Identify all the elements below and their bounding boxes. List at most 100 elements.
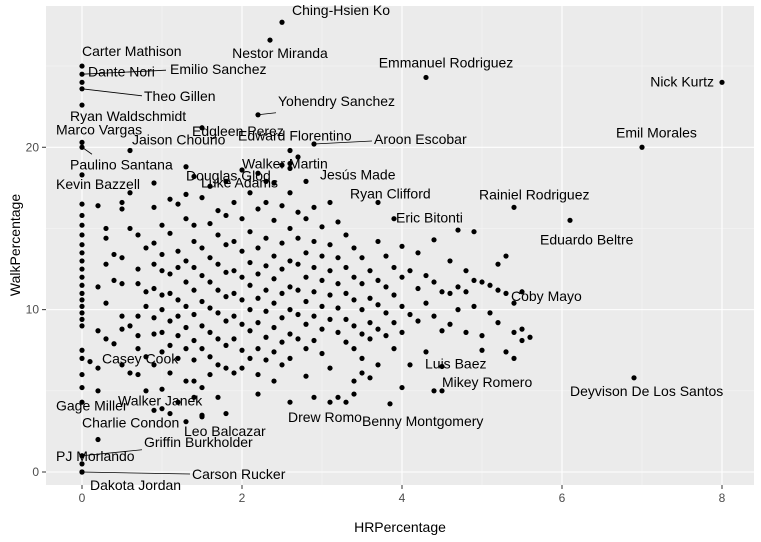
data-point bbox=[375, 277, 381, 284]
data-point bbox=[415, 318, 421, 324]
data-point bbox=[215, 207, 221, 214]
data-point bbox=[247, 282, 253, 288]
data-point bbox=[279, 240, 285, 246]
data-point bbox=[327, 399, 333, 405]
x-tick-label: 6 bbox=[559, 491, 566, 505]
data-point bbox=[271, 324, 277, 331]
point-label: Ryan Waldschmidt bbox=[70, 108, 186, 124]
data-point bbox=[231, 313, 237, 319]
data-point bbox=[135, 371, 141, 378]
labeled-data-point bbox=[79, 172, 85, 178]
data-point bbox=[79, 282, 85, 288]
point-label: Marco Vargas bbox=[56, 121, 142, 137]
labeled-data-point bbox=[79, 144, 85, 150]
data-point bbox=[79, 290, 85, 296]
data-point bbox=[175, 313, 181, 319]
data-point bbox=[191, 287, 197, 293]
data-point bbox=[247, 355, 253, 361]
data-point bbox=[431, 313, 437, 319]
data-point bbox=[335, 219, 341, 225]
data-point bbox=[295, 311, 301, 318]
data-point bbox=[239, 297, 245, 303]
data-point bbox=[271, 217, 277, 223]
data-point bbox=[351, 274, 357, 280]
data-point bbox=[287, 331, 293, 337]
data-point bbox=[151, 362, 157, 368]
data-point bbox=[175, 297, 181, 303]
data-point bbox=[295, 235, 301, 241]
point-label: Ryan Clifford bbox=[350, 185, 431, 201]
data-point bbox=[231, 268, 237, 274]
data-point bbox=[215, 232, 221, 238]
data-point bbox=[143, 289, 149, 295]
data-point bbox=[239, 216, 245, 222]
labeled-data-point bbox=[79, 453, 85, 459]
data-point bbox=[455, 227, 461, 233]
data-point bbox=[223, 342, 229, 348]
data-point bbox=[279, 290, 285, 296]
data-point bbox=[183, 303, 189, 309]
data-point bbox=[271, 253, 277, 259]
data-point bbox=[215, 362, 221, 368]
labeled-data-point bbox=[79, 63, 85, 69]
data-point bbox=[223, 318, 229, 324]
point-label: Emilio Sanchez bbox=[170, 61, 267, 77]
data-point bbox=[151, 261, 157, 267]
data-point bbox=[447, 290, 453, 296]
data-point bbox=[223, 212, 229, 219]
data-point bbox=[103, 235, 109, 241]
data-point bbox=[231, 199, 237, 206]
data-point bbox=[303, 321, 309, 327]
data-point bbox=[295, 261, 301, 267]
data-point bbox=[167, 342, 173, 348]
data-point bbox=[503, 290, 509, 296]
data-point bbox=[279, 162, 285, 168]
labeled-data-point bbox=[263, 178, 269, 184]
data-point bbox=[231, 336, 237, 342]
data-point bbox=[159, 349, 165, 355]
point-label: Luis Baez bbox=[425, 355, 486, 371]
data-point bbox=[79, 266, 85, 272]
data-point bbox=[255, 320, 261, 326]
data-point bbox=[175, 248, 181, 254]
point-label: Emil Morales bbox=[616, 124, 697, 140]
data-point bbox=[359, 331, 365, 337]
data-point bbox=[439, 328, 445, 334]
data-point bbox=[327, 365, 333, 371]
data-point bbox=[143, 245, 149, 251]
data-point bbox=[135, 346, 141, 352]
data-point bbox=[303, 298, 309, 305]
data-point bbox=[439, 388, 445, 394]
data-point bbox=[135, 281, 141, 287]
data-point bbox=[311, 337, 317, 344]
labeled-data-point bbox=[191, 394, 197, 400]
data-point bbox=[263, 334, 269, 340]
data-point bbox=[255, 170, 261, 176]
data-point bbox=[439, 289, 445, 295]
data-point bbox=[287, 190, 293, 196]
data-point bbox=[199, 245, 205, 251]
data-point bbox=[95, 365, 101, 371]
x-tick-label: 4 bbox=[399, 491, 406, 505]
data-point bbox=[159, 386, 165, 392]
point-label: Aroon Escobar bbox=[374, 131, 467, 147]
data-point bbox=[159, 329, 165, 335]
labeled-data-point bbox=[79, 461, 85, 467]
data-point bbox=[311, 394, 317, 400]
data-point bbox=[503, 349, 509, 355]
data-point bbox=[351, 323, 357, 329]
data-point bbox=[359, 307, 365, 313]
labeled-data-point bbox=[87, 358, 93, 365]
data-point bbox=[255, 371, 261, 378]
data-point bbox=[311, 204, 317, 210]
data-point bbox=[519, 289, 525, 295]
data-point bbox=[183, 346, 189, 352]
data-point bbox=[191, 311, 197, 318]
data-point bbox=[463, 289, 469, 295]
data-point bbox=[151, 180, 157, 186]
point-label: Griffin Burkholder bbox=[144, 434, 253, 450]
data-point bbox=[255, 295, 261, 301]
labeled-data-point bbox=[391, 216, 397, 222]
data-point bbox=[223, 178, 229, 184]
